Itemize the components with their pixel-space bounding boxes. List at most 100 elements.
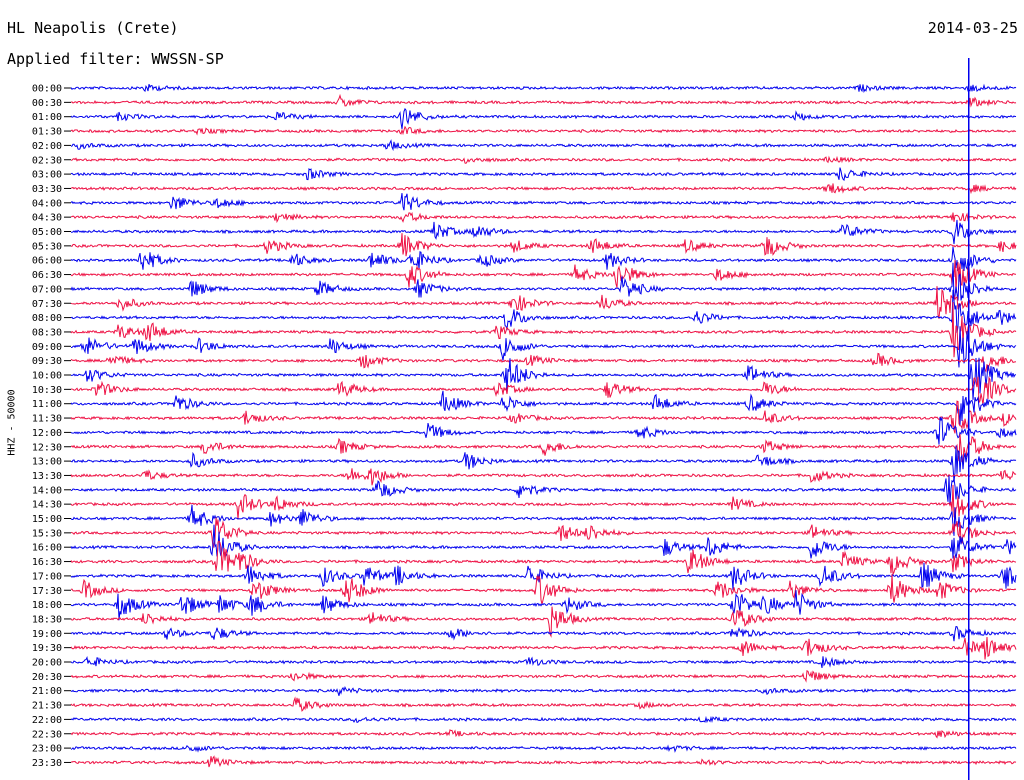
trace-line — [70, 636, 1017, 660]
trace-line — [70, 484, 1017, 520]
y-tick-label: 07:30 — [32, 299, 62, 310]
y-tick-label: 11:30 — [32, 414, 62, 425]
trace-line — [70, 468, 1017, 486]
y-tick-label: 20:30 — [32, 672, 62, 683]
trace-line — [70, 504, 1017, 536]
trace-line — [70, 390, 1017, 426]
y-tick-label: 16:30 — [32, 557, 62, 568]
trace-line — [70, 670, 1017, 683]
date-label: 2014-03-25 — [927, 19, 1018, 37]
trace-line — [70, 434, 1017, 463]
y-tick-label: 08:30 — [32, 327, 62, 338]
y-tick-label: 17:30 — [32, 586, 62, 597]
trace-line — [70, 574, 1017, 605]
trace-line — [70, 524, 1017, 559]
y-tick-label: 16:00 — [32, 543, 62, 554]
trace-line — [70, 93, 1017, 108]
trace-line — [70, 301, 1017, 358]
trace-line — [70, 416, 1017, 445]
trace-line — [70, 606, 1017, 638]
trace-line — [70, 400, 1017, 434]
y-tick-label: 21:30 — [32, 701, 62, 712]
y-tick-label: 06:00 — [32, 256, 62, 267]
trace-line — [70, 259, 1017, 293]
y-tick-label: 00:30 — [32, 98, 62, 109]
y-tick-label: 22:00 — [32, 715, 62, 726]
y-tick-label: 01:00 — [32, 112, 62, 123]
trace-line — [70, 139, 1017, 152]
trace-line — [70, 193, 1017, 211]
trace-line — [70, 183, 1017, 195]
trace-line — [70, 246, 1017, 272]
y-tick-label: 18:30 — [32, 614, 62, 625]
y-tick-label: 09:00 — [32, 342, 62, 353]
y-tick-label: 13:30 — [32, 471, 62, 482]
y-tick-label: 15:00 — [32, 514, 62, 525]
y-tick-label: 14:00 — [32, 485, 62, 496]
y-tick-label: 05:00 — [32, 227, 62, 238]
trace-line — [70, 83, 1017, 93]
y-tick-label: 17:00 — [32, 571, 62, 582]
trace-line — [70, 626, 1017, 642]
trace-line — [70, 376, 1017, 406]
trace-line — [70, 715, 1017, 724]
y-tick-label: 19:30 — [32, 643, 62, 654]
filter-label: Applied filter: WWSSN-SP — [7, 50, 224, 68]
y-tick-label: 06:30 — [32, 270, 62, 281]
y-tick-label: 04:00 — [32, 198, 62, 209]
trace-line — [70, 233, 1017, 257]
y-tick-label: 02:00 — [32, 141, 62, 152]
y-tick-label: 15:30 — [32, 528, 62, 539]
y-tick-label: 05:30 — [32, 241, 62, 252]
y-tick-group: 00:00 00:30 01:00 01:30 02:00 02:30 03:00 03:30… — [32, 84, 71, 769]
trace-line — [70, 744, 1017, 753]
trace-line — [70, 475, 1017, 505]
y-tick-label: 03:30 — [32, 184, 62, 195]
trace-line — [70, 685, 1017, 696]
trace-line — [70, 107, 1017, 129]
trace-line — [70, 286, 1017, 319]
trace-line — [70, 517, 1017, 549]
y-tick-label: 13:00 — [32, 457, 62, 468]
trace-line — [70, 262, 1017, 301]
y-tick-label: 19:00 — [32, 629, 62, 640]
y-tick-label: 01:30 — [32, 127, 62, 138]
trace-line — [70, 755, 1017, 768]
y-tick-label: 21:00 — [32, 686, 62, 697]
station-title: HL Neapolis (Crete) — [7, 19, 179, 37]
y-tick-label: 10:00 — [32, 371, 62, 382]
y-tick-label: 09:30 — [32, 356, 62, 367]
trace-line — [70, 562, 1017, 591]
trace-line — [70, 729, 1017, 739]
y-tick-label: 10:30 — [32, 385, 62, 396]
y-tick-label: 23:00 — [32, 744, 62, 755]
trace-line — [70, 445, 1017, 482]
y-tick-label: 07:00 — [32, 284, 62, 295]
y-tick-label: 14:30 — [32, 500, 62, 511]
trace-line — [70, 155, 1017, 164]
y-tick-label: 02:30 — [32, 155, 62, 166]
trace-line — [70, 219, 1017, 245]
trace-line — [70, 326, 1017, 368]
trace-line — [70, 590, 1017, 621]
y-tick-label: 12:00 — [32, 428, 62, 439]
y-tick-label: 03:00 — [32, 170, 62, 181]
y-tick-label: 23:30 — [32, 758, 62, 769]
trace-line — [70, 289, 1017, 333]
y-tick-label: 11:00 — [32, 399, 62, 410]
y-tick-label: 12:30 — [32, 442, 62, 453]
trace-line — [71, 357, 1017, 400]
trace-line — [70, 696, 1017, 712]
trace-line — [70, 167, 1017, 182]
trace-line — [70, 211, 1017, 224]
trace-line — [70, 540, 1017, 576]
trace-line — [70, 352, 1017, 373]
trace-line — [70, 656, 1017, 668]
trace-line — [70, 125, 1017, 136]
y-tick-label: 20:00 — [32, 658, 62, 669]
y-tick-label: 22:30 — [32, 729, 62, 740]
y-tick-label: 04:30 — [32, 213, 62, 224]
y-tick-label: 00:00 — [32, 84, 62, 95]
y-tick-label: 18:00 — [32, 600, 62, 611]
